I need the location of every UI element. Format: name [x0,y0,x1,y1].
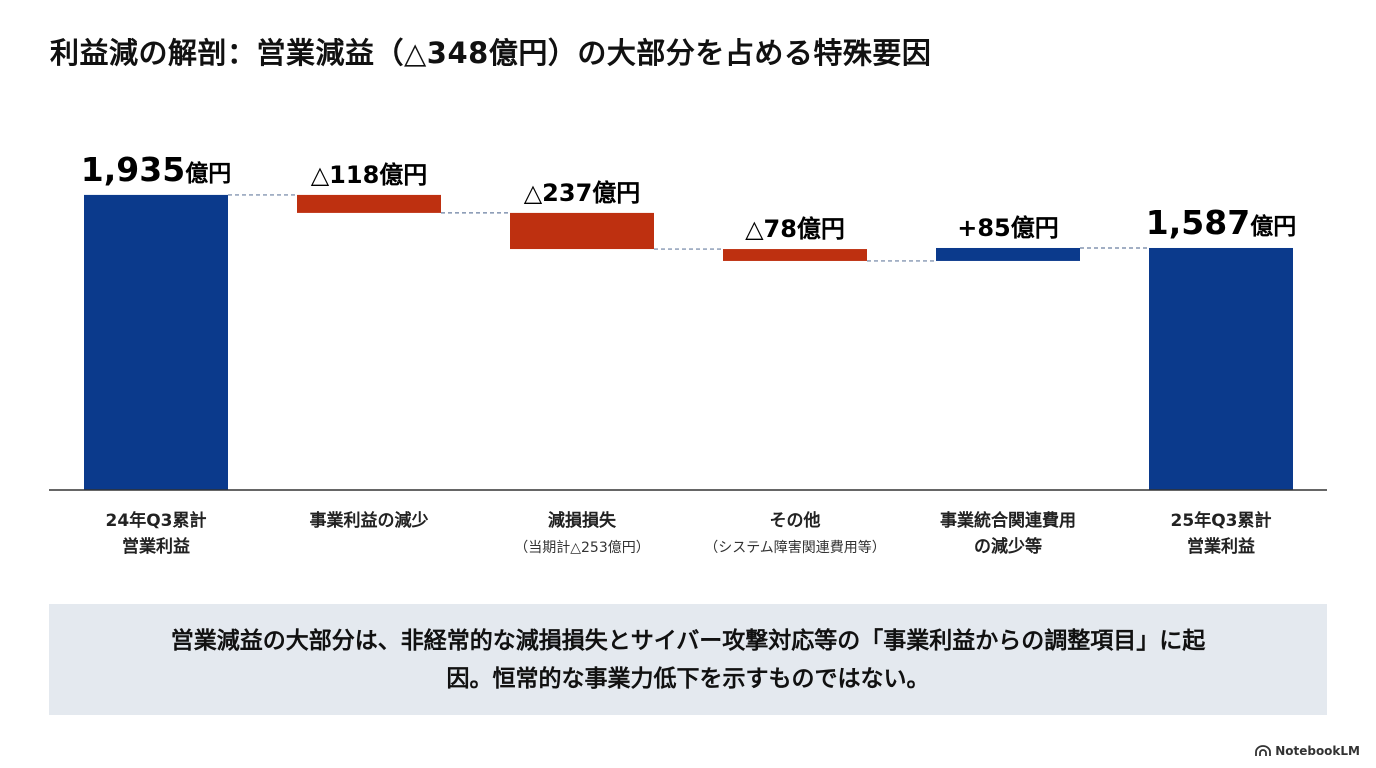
category-label-5-1: 営業利益 [1187,536,1255,557]
brand-name: NotebookLM [1275,744,1360,758]
category-label-4-0: 事業統合関連費用 [940,510,1076,531]
waterfall-chart: 1,935億円24年Q3累計営業利益△118億円事業利益の減少△237億円減損損… [49,150,1327,557]
category-label-5-0: 25年Q3累計 [1171,510,1272,531]
bar-value-label-1: △118億円 [311,161,428,189]
category-label-1-0: 事業利益の減少 [310,510,429,531]
bar-value-label-0: 1,935億円 [81,150,231,189]
bar-value-label-5: 1,587億円 [1146,203,1296,242]
category-label-4-1: の減少等 [974,536,1042,557]
waterfall-bar-3 [723,249,867,261]
category-label-3-0: その他 [770,510,821,531]
waterfall-bar-1 [297,194,441,213]
waterfall-bar-2 [510,212,654,250]
notebooklm-logo-icon [1255,745,1272,756]
brand-watermark: NotebookLM [1255,744,1360,758]
category-label-0-1: 営業利益 [122,536,190,557]
waterfall-bar-5 [1149,247,1293,490]
category-label-2-0: 減損損失 [548,510,617,531]
category-label-0-0: 24年Q3累計 [106,510,207,531]
bar-value-label-4: +85億円 [957,214,1059,242]
bar-value-label-2: △237億円 [524,179,641,207]
waterfall-bar-0 [84,194,228,490]
slide-title: 利益減の解剖：営業減益（△348億円）の大部分を占める特殊要因 [50,36,932,70]
category-sublabel-3: （システム障害関連費用等） [704,539,886,556]
summary-box: 営業減益の大部分は、非経常的な減損損失とサイバー攻撃対応等の「事業利益からの調整… [49,604,1327,715]
bar-value-label-3: △78億円 [745,215,845,243]
category-sublabel-2: （当期計△253億円） [514,540,650,556]
summary-line-1: 営業減益の大部分は、非経常的な減損損失とサイバー攻撃対応等の「事業利益からの調整… [170,627,1206,654]
waterfall-bar-4 [936,247,1080,261]
summary-line-2: 因。恒常的な事業力低下を示すものではない。 [446,665,930,692]
